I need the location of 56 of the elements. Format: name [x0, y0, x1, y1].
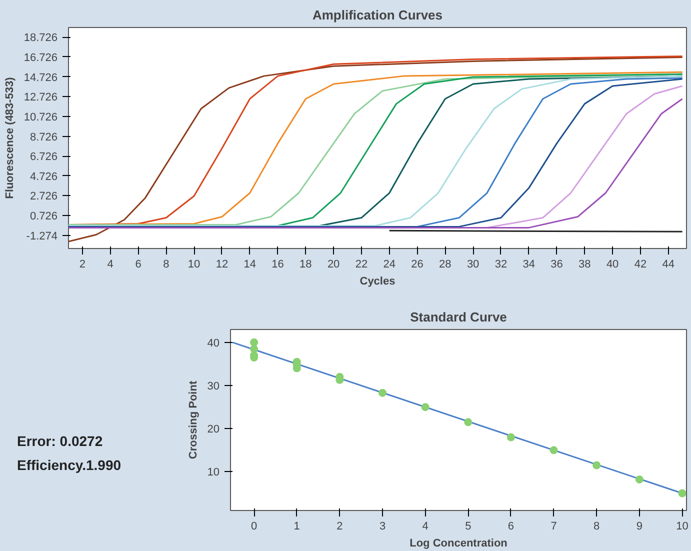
- x-tick-label: 34: [522, 258, 535, 270]
- x-axis-title: Log Concentration: [410, 538, 508, 550]
- text: Efficiency.1.990: [17, 456, 122, 475]
- chart-title: Amplification Curves: [312, 8, 443, 22]
- x-tick-label: 6: [135, 258, 142, 270]
- y-tick-label: 30: [207, 380, 220, 393]
- x-tick-label: 0: [250, 520, 258, 532]
- x-tick-label: 10: [676, 520, 688, 532]
- y-tick-label: 10.726: [24, 111, 58, 124]
- y-tick-label: 4.726: [30, 170, 58, 183]
- y-tick-label: 6.726: [30, 151, 58, 164]
- x-tick-label: 38: [578, 258, 591, 270]
- y-axis-title: Crossing Point: [187, 380, 200, 460]
- y-tick-label: 10: [207, 466, 220, 479]
- x-tick-label: 30: [466, 258, 480, 270]
- y-tick-label: 18.726: [24, 32, 58, 44]
- x-tick-label: 22: [355, 258, 368, 270]
- x-tick-label: 14: [244, 258, 256, 270]
- y-axis-title: Fluorescence (483-533): [4, 76, 16, 199]
- y-tick-label: 8.726: [30, 131, 58, 144]
- x-tick-label: 40: [606, 258, 619, 270]
- x-tick-label: 24: [383, 258, 396, 270]
- x-tick-label: 28: [439, 258, 452, 270]
- x-tick-label: 5: [465, 520, 472, 532]
- x-tick-label: 3: [379, 520, 386, 532]
- x-tick-label: 9: [636, 520, 642, 532]
- x-axis-title: Cycles: [360, 276, 396, 288]
- x-tick-label: 26: [411, 258, 424, 270]
- y-tick-label: 14.726: [24, 72, 58, 84]
- x-tick-label: 4: [422, 520, 428, 532]
- x-tick-label: 36: [550, 258, 563, 270]
- y-tick-label: 2.726: [30, 190, 58, 203]
- x-tick-label: 44: [662, 258, 674, 270]
- x-tick-label: 18: [300, 258, 312, 270]
- x-tick-label: 8: [594, 520, 600, 532]
- x-tick-label: 2: [336, 520, 343, 532]
- y-tick-label: 12.726: [24, 92, 58, 104]
- x-tick-label: 1: [294, 520, 300, 532]
- x-tick-label: 6: [508, 520, 514, 532]
- x-tick-label: 2: [79, 258, 86, 270]
- y-tick-label: 40: [207, 337, 220, 350]
- x-tick-label: 16: [272, 258, 284, 270]
- x-tick-label: 20: [327, 258, 340, 270]
- y-tick-label: 20: [207, 424, 220, 436]
- y-tick-label: 0.726: [30, 210, 58, 223]
- x-tick-label: 10: [188, 258, 200, 270]
- text: Error: 0.0272: [17, 432, 104, 451]
- x-tick-label: 7: [550, 520, 557, 532]
- y-tick-label: 16.726: [24, 52, 58, 64]
- x-tick-label: 32: [494, 258, 508, 270]
- x-tick-label: 42: [634, 258, 647, 270]
- x-tick-label: 12: [216, 258, 228, 270]
- x-tick-label: 4: [107, 258, 114, 270]
- chart-title: Standard Curve: [410, 310, 507, 324]
- x-tick-label: 8: [163, 258, 170, 270]
- y-tick-label: -1.274: [26, 230, 58, 242]
